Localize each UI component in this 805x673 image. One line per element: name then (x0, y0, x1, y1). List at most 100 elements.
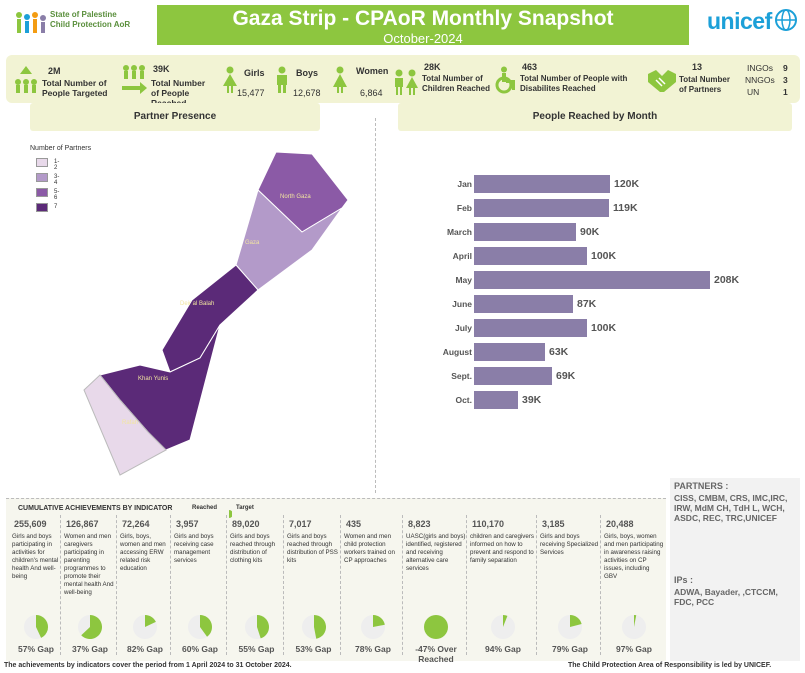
logo-line1: State of Palestine (50, 10, 117, 19)
legend-label: 5-6 (54, 189, 60, 201)
reached-icon (120, 62, 148, 96)
indicator-value: 89,020 (232, 519, 260, 529)
legend-label: 3-4 (54, 174, 60, 186)
targeted-value: 2M (48, 66, 61, 76)
indicator-divider (226, 515, 227, 655)
bar (474, 271, 710, 289)
indicator-value: 110,170 (472, 519, 505, 529)
gaza-map: North Gaza Gaza Deir al Balah Khan Yunis… (83, 151, 349, 476)
indicator-description: Girls, boys, women and men accessing ERW… (120, 533, 166, 572)
indicator-divider (600, 515, 601, 655)
partners-value: 13 (692, 62, 703, 72)
footer-right: The Child Protection Area of Responsibil… (568, 662, 772, 669)
logo-line2: Child Protection AoR (50, 20, 131, 29)
legend-target: Target (236, 505, 254, 511)
legend-swatch-5-6 (36, 188, 48, 197)
bar-value-label: 39K (522, 394, 542, 406)
bar (474, 343, 545, 361)
indicator-description: children and caregivers informed on how … (470, 533, 534, 564)
footer-left: The achievements by indicators cover the… (4, 662, 292, 669)
bar-value-label: 100K (591, 250, 617, 262)
region-label: North Gaza (280, 194, 311, 200)
indicator-description: Women and men child protection workers t… (344, 533, 395, 564)
indicator-gap: 53% Gap (295, 644, 332, 654)
targeted-label: Total Number of People Targeted (42, 78, 108, 98)
indicator-progress-pie (133, 615, 157, 639)
indicator-gap: 37% Gap (72, 644, 108, 654)
indicator-description: Girls and boys receiving case management… (174, 533, 214, 564)
partner-presence-header: Partner Presence (30, 103, 320, 131)
bar-value-label: 208K (714, 274, 740, 286)
indicator-progress-pie (78, 615, 103, 639)
girls-label: Girls (244, 68, 265, 78)
bar-category-label: May (455, 275, 472, 285)
people-reached-header: People Reached by Month (398, 103, 792, 131)
wheelchair-icon (494, 66, 518, 99)
indicator-gap: 79% Gap (552, 644, 588, 654)
indicator-description: Girls and boys receiving Specialized Ser… (540, 533, 599, 556)
bar (474, 319, 587, 337)
region-label: Gaza (245, 240, 260, 246)
ips-list: ADWA, Bayader, ,CTCCM, FDC, PCC (674, 587, 778, 607)
indicator-gap: 78% Gap (355, 644, 391, 654)
handshake-icon (646, 68, 678, 99)
map-legend-title: Number of Partners (30, 145, 92, 152)
bar-value-label: 100K (591, 322, 617, 334)
boys-value: 12,678 (293, 88, 321, 98)
indicator-progress-pie (188, 615, 212, 639)
bar-category-label: June (452, 299, 472, 309)
nngos-value: 3 (783, 75, 788, 85)
legend-label: 1-2 (54, 159, 60, 171)
indicator-divider (340, 515, 341, 655)
bar-value-label: 119K (613, 202, 638, 214)
bar-category-label: April (452, 251, 472, 261)
indicator-progress-pie (361, 615, 385, 639)
legend-swatch-3-4 (36, 173, 48, 182)
indicator-divider (283, 515, 284, 655)
indicator-progress-pie (558, 615, 582, 639)
bar (474, 391, 518, 409)
indicator-value: 126,867 (66, 519, 99, 529)
indicator-divider (466, 515, 467, 655)
indicator-value: 72,264 (122, 519, 150, 529)
bar-category-label: Sept. (451, 371, 472, 381)
unicef-logo: unicef (707, 8, 798, 35)
children-value: 28K (424, 62, 441, 72)
woman-icon (332, 66, 348, 99)
region-rafah (83, 374, 167, 476)
women-label: Women (356, 66, 389, 76)
region-label: Rafah (122, 420, 138, 426)
indicator-description: Girls and boys reached through distribut… (230, 533, 276, 564)
legend-swatch-7 (36, 203, 48, 212)
region-label: Khan Yunis (138, 376, 168, 382)
bar (474, 295, 573, 313)
disabilities-label: Total Number of People with Disabilites … (520, 74, 628, 93)
indicator-gap: 60% Gap (182, 644, 218, 654)
partners-title: PARTNERS : (674, 481, 729, 491)
indicator-value: 435 (346, 519, 362, 529)
un-value: 1 (783, 87, 788, 97)
nngos-label: NNGOs (745, 75, 775, 85)
indicator-divider (536, 515, 537, 655)
globe-icon (774, 9, 797, 31)
section-divider (375, 118, 376, 493)
partners-panel: PARTNERS : CISS, CMBM, CRS, IMC,IRC, IRW… (670, 478, 800, 661)
people-reached-chart: Jan 120K Feb 119K March 90K April 100K May 208K Ju… (408, 170, 800, 420)
bar-category-label: Oct. (455, 395, 472, 405)
achievements-title: CUMULATIVE ACHIEVEMENTS BY INDICATOR (18, 505, 173, 512)
cpaor-logo: State of Palestine Child Protection AoR (14, 6, 134, 46)
indicator-description: Women and men caregivers participating i… (64, 533, 114, 596)
girl-icon (222, 66, 238, 99)
legend-reached-icon (225, 505, 233, 518)
boy-icon (274, 66, 290, 99)
un-label: UN (747, 87, 760, 97)
indicator-progress-pie (24, 615, 49, 639)
partners-label: Total Number of Partners (679, 75, 730, 94)
bar (474, 223, 576, 241)
ips-title: IPs : (674, 575, 694, 585)
bar (474, 199, 609, 217)
people-logo-icon (16, 12, 46, 33)
bar-category-label: Feb (456, 203, 472, 213)
indicator-gap: -47% Over Reached (415, 644, 457, 664)
indicator-progress-pie (491, 615, 515, 639)
